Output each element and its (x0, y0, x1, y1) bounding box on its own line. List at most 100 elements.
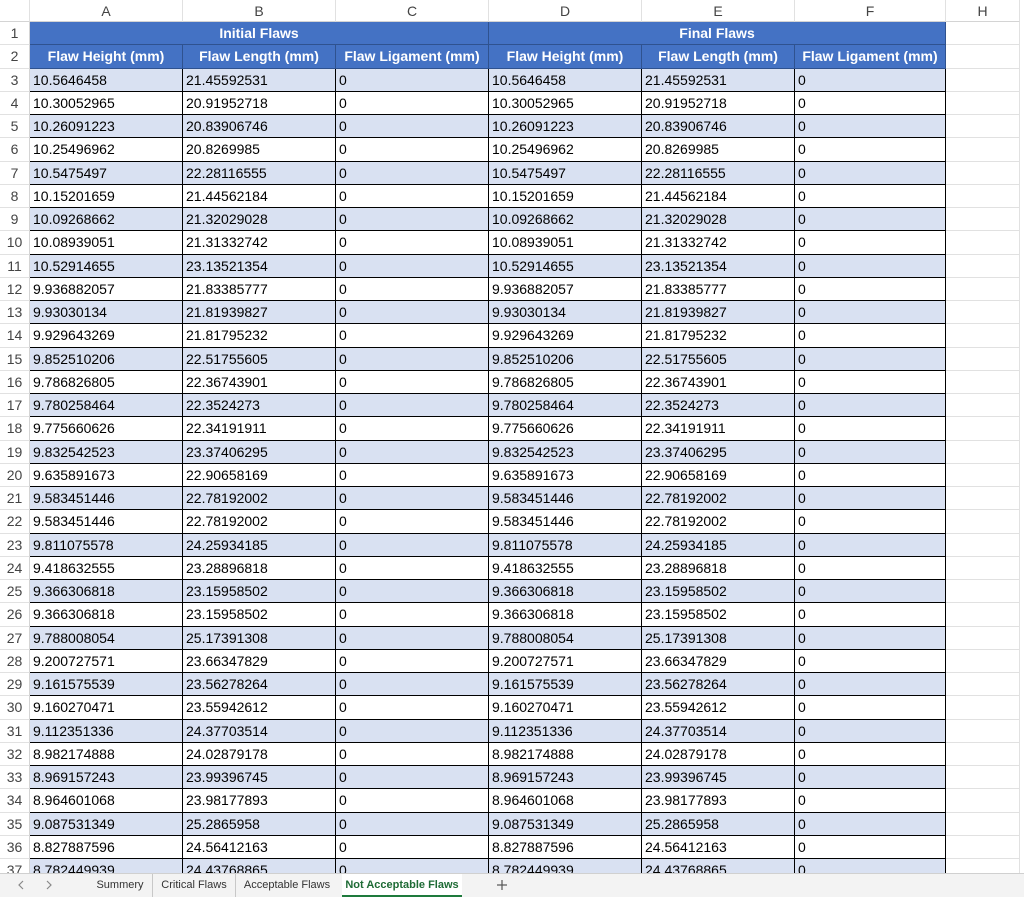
cell: 0 (336, 440, 489, 464)
row-header[interactable]: 15 (0, 347, 30, 371)
row-header[interactable]: 12 (0, 277, 30, 301)
cell: 0 (336, 580, 489, 604)
row-header[interactable]: 3 (0, 68, 30, 92)
empty-cell (946, 161, 1020, 185)
row-header[interactable]: 6 (0, 138, 30, 162)
column-header[interactable]: B (183, 0, 336, 22)
cell: 0 (795, 719, 946, 743)
cell: 0 (336, 115, 489, 139)
sheet-tab-bar: Summery Critical Flaws Acceptable Flaws Not… (0, 873, 1024, 897)
cell: 23.13521354 (183, 254, 336, 278)
row-header[interactable]: 37 (0, 859, 30, 873)
row-header[interactable]: 2 (0, 45, 30, 69)
empty-cell (946, 347, 1020, 371)
cell: 9.780258464 (489, 394, 642, 418)
row-header[interactable]: 25 (0, 580, 30, 604)
row-header[interactable]: 17 (0, 394, 30, 418)
cell: 0 (336, 138, 489, 162)
row-header[interactable]: 16 (0, 370, 30, 394)
empty-cell (946, 696, 1020, 720)
cell: 0 (795, 742, 946, 766)
row-header[interactable]: 26 (0, 603, 30, 627)
empty-cell (946, 812, 1020, 836)
column-header[interactable]: D (489, 0, 642, 22)
cell: 23.56278264 (642, 673, 795, 697)
row-header[interactable]: 31 (0, 719, 30, 743)
add-sheet-button[interactable] (492, 874, 512, 896)
row-header[interactable]: 36 (0, 835, 30, 859)
row-header[interactable]: 28 (0, 649, 30, 673)
cell: 9.583451446 (489, 510, 642, 534)
row-header[interactable]: 29 (0, 673, 30, 697)
cell: 9.200727571 (30, 649, 183, 673)
cell: 0 (336, 696, 489, 720)
cell: 0 (795, 859, 946, 873)
cell: 23.55942612 (183, 696, 336, 720)
column-header[interactable]: F (795, 0, 946, 22)
scroll-left-icon[interactable] (18, 880, 24, 890)
sheet-tab[interactable]: Not Acceptable Flaws (342, 874, 462, 897)
cell: 22.90658169 (183, 463, 336, 487)
column-header[interactable]: E (642, 0, 795, 22)
empty-cell (946, 766, 1020, 790)
scroll-right-icon[interactable] (46, 880, 52, 890)
row-header[interactable]: 5 (0, 115, 30, 139)
cell: 9.936882057 (489, 277, 642, 301)
cell: 0 (795, 673, 946, 697)
row-header[interactable]: 1 (0, 22, 30, 46)
cell: 10.5475497 (30, 161, 183, 185)
row-header[interactable]: 20 (0, 463, 30, 487)
row-header[interactable]: 24 (0, 556, 30, 580)
select-all-corner[interactable] (0, 0, 30, 22)
empty-cell (946, 603, 1020, 627)
cell: 0 (336, 533, 489, 557)
row-header[interactable]: 33 (0, 766, 30, 790)
cell: 0 (336, 324, 489, 348)
cell: 10.09268662 (30, 208, 183, 232)
cell: 20.8269985 (183, 138, 336, 162)
row-header[interactable]: 27 (0, 626, 30, 650)
row-header[interactable]: 18 (0, 417, 30, 441)
cell: 22.78192002 (642, 487, 795, 511)
tab-scroll-arrows[interactable] (10, 874, 80, 896)
row-header[interactable]: 14 (0, 324, 30, 348)
empty-cell (946, 626, 1020, 650)
row-header[interactable]: 30 (0, 696, 30, 720)
row-header[interactable]: 11 (0, 254, 30, 278)
cell: 20.91952718 (642, 91, 795, 115)
row-header[interactable]: 34 (0, 789, 30, 813)
row-header[interactable]: 35 (0, 812, 30, 836)
cell: 0 (795, 556, 946, 580)
row-header[interactable]: 21 (0, 487, 30, 511)
cell: 22.3524273 (642, 394, 795, 418)
empty-cell (946, 487, 1020, 511)
cell: 9.780258464 (30, 394, 183, 418)
column-header[interactable]: C (336, 0, 489, 22)
row-header[interactable]: 7 (0, 161, 30, 185)
row-header[interactable]: 22 (0, 510, 30, 534)
column-header[interactable]: A (30, 0, 183, 22)
row-header[interactable]: 9 (0, 208, 30, 232)
row-header[interactable]: 13 (0, 301, 30, 325)
cell: 9.418632555 (30, 556, 183, 580)
empty-cell (946, 301, 1020, 325)
cell: 0 (795, 487, 946, 511)
row-header[interactable]: 19 (0, 440, 30, 464)
row-header[interactable]: 23 (0, 533, 30, 557)
sheet-tab[interactable]: Summery (88, 874, 153, 897)
sheet-tab[interactable]: Acceptable Flaws (243, 879, 331, 891)
cell: 0 (795, 231, 946, 255)
cell: 23.28896818 (642, 556, 795, 580)
row-header[interactable]: 4 (0, 91, 30, 115)
row-header[interactable]: 8 (0, 184, 30, 208)
empty-cell (946, 463, 1020, 487)
cell: 0 (795, 649, 946, 673)
cell: 25.17391308 (183, 626, 336, 650)
cell: 9.366306818 (489, 580, 642, 604)
column-header[interactable]: H (946, 0, 1020, 22)
cell: 23.66347829 (642, 649, 795, 673)
row-header[interactable]: 32 (0, 742, 30, 766)
sheet-tab[interactable]: Critical Flaws (153, 874, 236, 897)
empty-cell (946, 719, 1020, 743)
row-header[interactable]: 10 (0, 231, 30, 255)
